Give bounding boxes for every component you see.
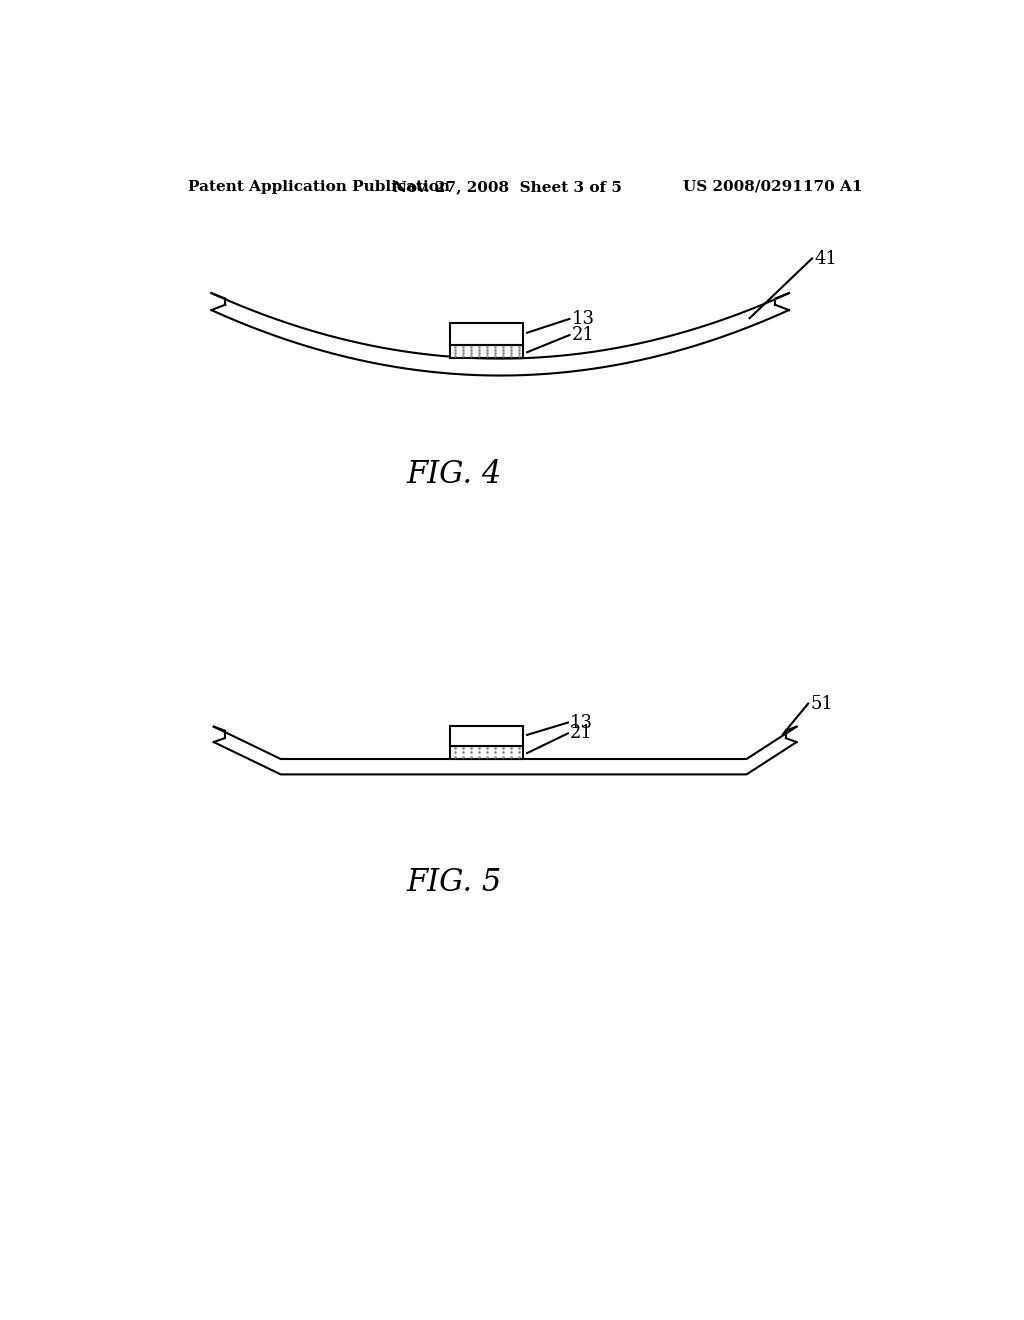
Text: 41: 41 [814,249,838,268]
Text: FIG. 5: FIG. 5 [407,867,502,898]
Bar [451,323,523,345]
Text: Nov. 27, 2008  Sheet 3 of 5: Nov. 27, 2008 Sheet 3 of 5 [393,180,623,194]
Text: 21: 21 [570,725,593,742]
Text: 13: 13 [570,714,593,731]
Text: 21: 21 [571,326,595,345]
Text: Patent Application Publication: Patent Application Publication [188,180,451,194]
Text: 51: 51 [810,694,834,713]
Text: US 2008/0291170 A1: US 2008/0291170 A1 [683,180,862,194]
Bar [451,726,523,746]
Text: FIG. 4: FIG. 4 [407,458,502,490]
Bar [451,746,523,759]
Text: 13: 13 [571,310,595,327]
Bar [451,345,523,359]
